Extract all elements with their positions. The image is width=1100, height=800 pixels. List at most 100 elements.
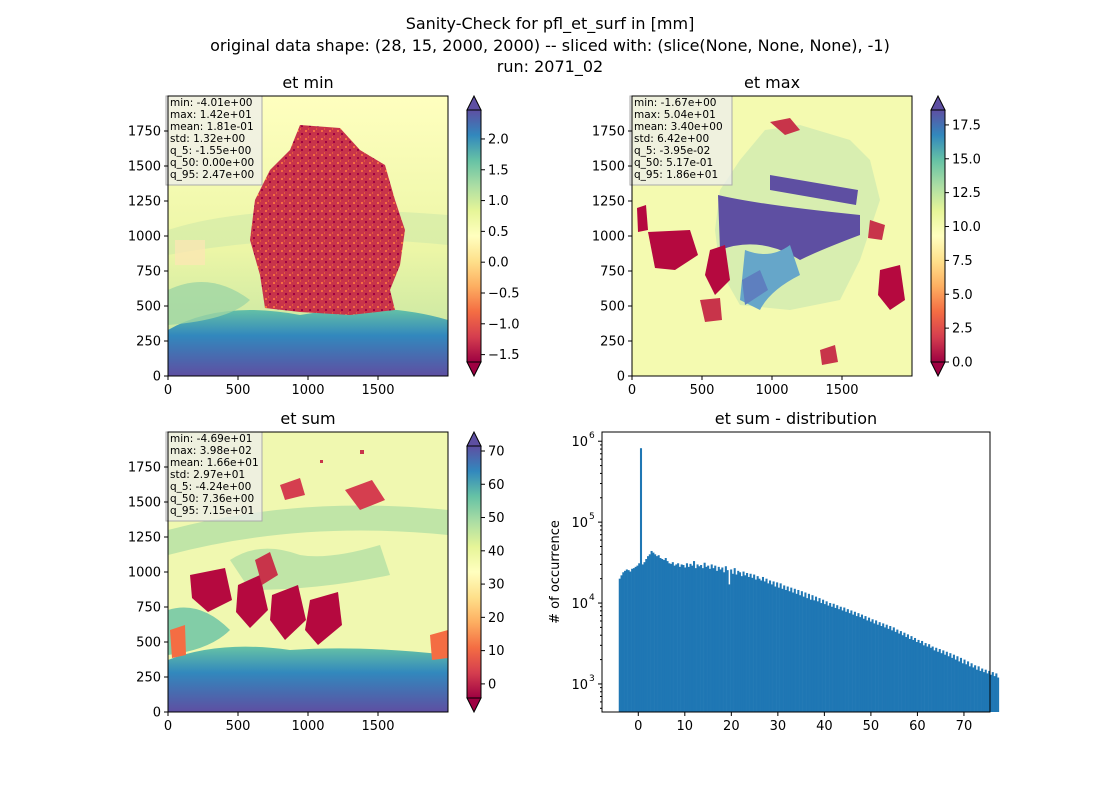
x-tick-label: 500 [690,383,715,398]
et-max-title: et max [744,73,800,92]
histogram-bar [740,576,743,712]
histogram-bar [654,554,657,712]
colorbar-tick-label: 30 [488,578,505,593]
histogram-bar [784,589,787,712]
histogram-bar [624,570,627,712]
histogram-bar [802,596,805,712]
histogram-bar [816,601,819,712]
panel-et-min: et min min: -4.01e+00 max: 1.42e+01 mean… [128,73,520,398]
et-sum-stat-q5: q_5: -4.24e+00 [170,481,251,493]
histogram-bar [972,667,975,712]
et-min-stat-max: max: 1.42e+01 [170,109,252,121]
x-tick-label: 0 [164,383,172,398]
et-sum-stat-q95: q_95: 7.15e+01 [170,505,254,517]
y-tick-label: 500 [136,636,161,651]
histogram-bar [813,600,816,712]
et-max-x-axis: 0 500 1000 1500 [628,376,859,398]
figure-title-line-1: Sanity-Check for pfl_et_surf in [mm] [406,14,695,34]
colorbar-tick-label: 40 [488,544,505,559]
histogram-bar [742,571,745,712]
et-sum-stats-box: min: -4.69e+01 max: 3.98e+02 mean: 1.66e… [165,431,263,522]
x-tick-label: 1000 [291,719,324,734]
histogram-bar [814,596,818,712]
histogram-bar [834,607,837,712]
histogram-bar [769,580,772,712]
histogram-bar [632,568,635,712]
x-tick-label: 1000 [291,383,324,398]
histogram-bar [990,674,993,712]
colorbar-tick-label: 0 [488,677,496,692]
histogram-bar [974,665,977,712]
colorbar-tick-label: −0.5 [488,286,520,301]
histogram-bar [949,653,952,712]
y-tick-label: 1250 [592,195,625,210]
panel-et-sum-distribution: et sum - distribution 0 10 20 30 40 50 60 70 10… [548,409,1000,734]
histogram-bar [738,572,742,712]
y-tick-label: 10 [571,435,588,450]
et-max-colorbar: 0.0 2.5 5.0 7.5 10.0 12.5 15.0 17.5 [930,94,981,378]
histogram-bar [680,564,683,712]
x-tick-label: 70 [956,719,973,734]
histogram-bar [747,576,750,712]
histogram-bar [857,613,860,712]
histogram-bar [731,573,734,712]
histogram-bar [883,627,886,712]
histogram-bar [839,606,842,712]
histogram-bar [889,626,892,712]
y-tick-label: 250 [600,335,625,350]
x-tick-label: 0 [628,383,636,398]
histogram-bar [717,566,720,712]
colorbar-tick-label: 2.5 [952,322,973,337]
histogram-bar [827,605,830,712]
histogram-bar [795,593,798,712]
x-tick-label: 30 [770,719,787,734]
histogram-bar [692,561,696,712]
y-tick-label: 1500 [128,496,161,511]
histogram-bar [991,672,994,712]
y-tick-label: 1750 [128,125,161,140]
histogram-bar [685,563,688,712]
y-tick-label: 1250 [128,195,161,210]
histogram-bar [954,659,957,712]
y-tick-label: 250 [136,335,161,350]
et-max-stat-q95: q_95: 1.86e+01 [634,169,718,181]
histogram-bar [807,593,810,712]
histogram-bar [852,614,855,712]
et-sum-stat-std: std: 2.97e+01 [170,469,245,481]
histogram-bar [770,584,773,712]
histogram-bar [774,586,777,712]
histogram-bar [963,659,966,712]
panel-et-sum: et sum min: -4.69e+01 max: 3.98e+02 mean… [128,409,505,734]
histogram-bar [841,610,844,712]
histogram-bar [754,579,757,712]
histogram-bar [650,550,653,712]
histogram-bar [995,673,998,712]
histogram-bar [645,559,648,712]
x-tick-label: 0 [634,719,642,734]
histogram-bar [986,673,989,712]
histogram-bar [703,562,706,712]
histogram-bar [988,670,991,712]
colorbar-tick-label: 1.0 [488,194,509,209]
histogram-bar [701,568,704,712]
histogram-bar [618,578,621,712]
histogram-bar [967,661,970,712]
histogram-bar [945,651,948,712]
colorbar-tick-label: 10.0 [952,220,981,235]
histogram-bar [947,656,950,712]
histogram-bar [806,598,809,712]
x-tick-label: 1500 [825,383,858,398]
histogram-bar [708,568,711,712]
histogram-bar [678,566,681,712]
et-min-stat-q95: q_95: 2.47e+00 [170,169,254,181]
histogram-bar [641,564,644,712]
histogram-bar [929,647,932,712]
y-tick-label: 750 [136,601,161,616]
histogram-bar [638,563,641,712]
histogram-bar [997,677,1000,712]
et-max-stat-q5: q_5: -3.95e-02 [634,145,710,157]
et-sum-colorbar: 0 10 20 30 40 50 60 70 [466,430,505,714]
histogram-x-axis: 0 10 20 30 40 50 60 70 [634,712,972,734]
histogram-bar [761,576,765,712]
histogram-bar [871,619,874,712]
